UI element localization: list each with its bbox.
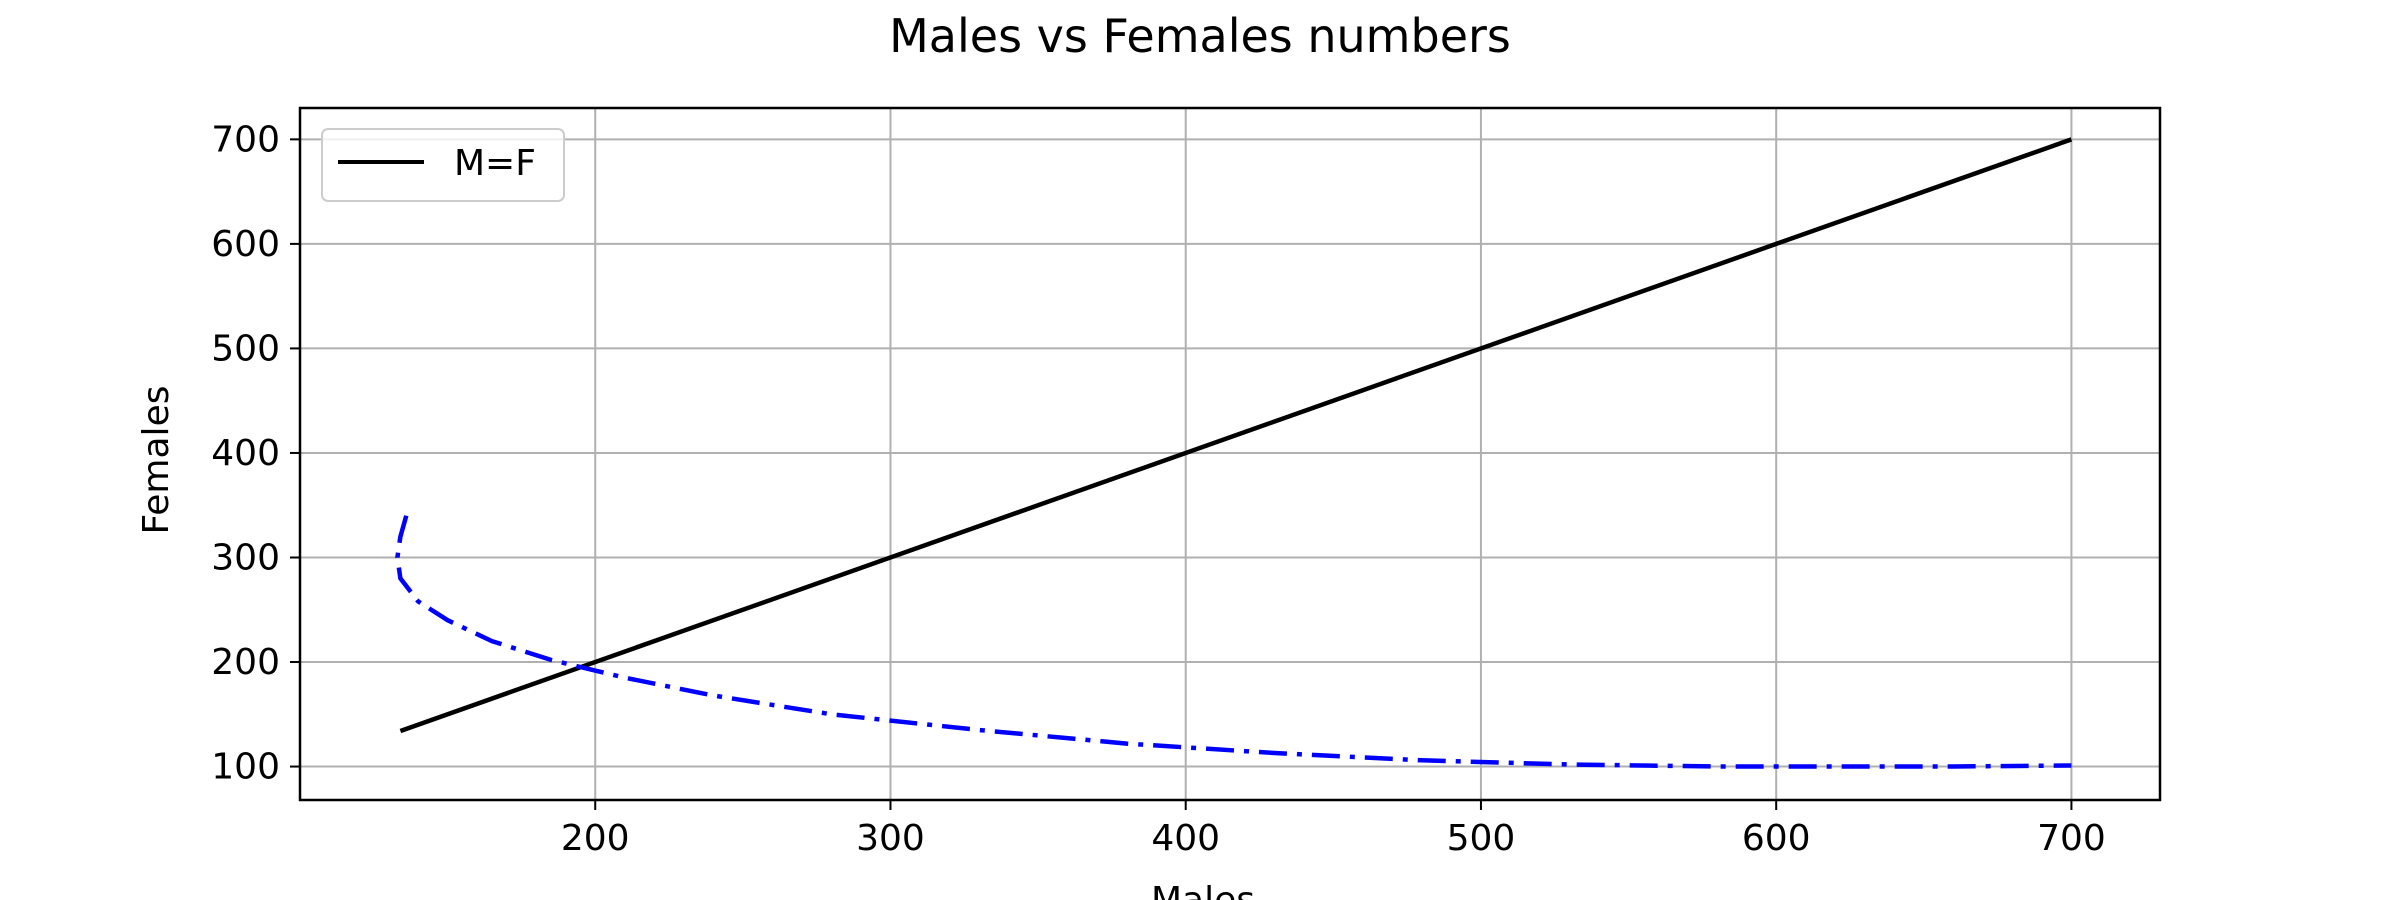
ticks: 200 300 400 500 600 700 100 200 300 400 500 600 700: [211, 119, 2106, 859]
y-tick-label: 600: [211, 224, 280, 265]
series-line-dashdot: [395, 515, 2072, 769]
chart-title: Males vs Females numbers: [889, 9, 1511, 63]
series-layer: [395, 137, 2073, 769]
y-tick-label: 100: [211, 747, 280, 788]
series-line-m-equals-f: [399, 137, 2073, 734]
x-tick-label: 700: [2037, 818, 2106, 859]
y-tick-label: 200: [211, 642, 280, 683]
x-tick-label: 400: [1151, 818, 1220, 859]
plot-frame: [298, 106, 2162, 802]
y-axis-label: Females: [136, 386, 177, 535]
x-tick-label: 200: [561, 818, 630, 859]
y-tick-label: 500: [211, 328, 280, 369]
x-tick-label: 600: [1742, 818, 1811, 859]
legend-label-m-equals-f: M=F: [454, 143, 536, 184]
legend: M=F: [321, 128, 565, 202]
x-axis-label: Males: [1151, 880, 1255, 900]
y-tick-label: 700: [211, 119, 280, 160]
x-tick-label: 500: [1447, 818, 1516, 859]
y-tick-label: 400: [211, 433, 280, 474]
y-tick-label: 300: [211, 537, 280, 578]
x-tick-label: 300: [856, 818, 925, 859]
legend-box: [321, 128, 565, 202]
